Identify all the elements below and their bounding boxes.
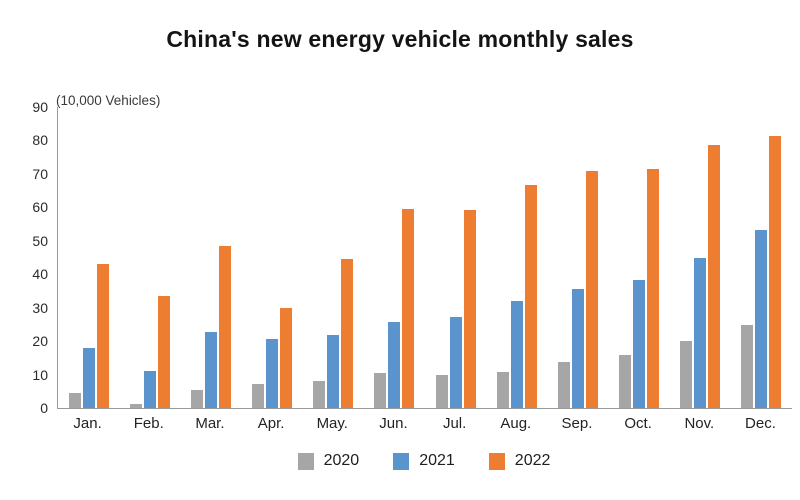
bar-group-feb: [119, 107, 180, 408]
x-tick-label-mar: Mar.: [195, 415, 225, 432]
y-tick-label-40: 40: [32, 266, 48, 283]
bar-2020-nov: [680, 341, 693, 408]
bar-2022-jul: [463, 209, 476, 408]
bar-group-jul: [425, 107, 486, 408]
y-tick-label-50: 50: [32, 232, 48, 249]
x-tick-label-dec: Dec.: [745, 415, 776, 432]
bar-2020-dec: [741, 325, 754, 408]
bar-2021-aug: [510, 300, 523, 408]
legend-swatch-2022: [488, 452, 505, 470]
bar-2021-mar: [204, 332, 217, 408]
y-tick-label-10: 10: [32, 366, 48, 383]
bar-2021-jul: [449, 317, 462, 408]
bar-group-apr: [242, 107, 303, 408]
bar-2021-jun: [388, 322, 401, 408]
legend-swatch-2021: [393, 452, 410, 470]
bar-2022-oct: [647, 169, 660, 408]
bar-2022-jan: [96, 263, 109, 408]
bar-2022-dec: [769, 135, 782, 408]
bar-2022-aug: [524, 185, 537, 408]
bar-2021-nov: [694, 257, 707, 408]
x-tick-label-sep: Sep.: [561, 415, 593, 432]
x-tick-label-jul: Jul.: [442, 415, 467, 432]
x-tick-label-jan: Jan.: [73, 415, 102, 432]
bar-group-nov: [670, 107, 731, 408]
y-tick-label-20: 20: [32, 333, 48, 350]
legend: 2020 2021 2022: [57, 452, 791, 470]
bar-2021-sep: [571, 288, 584, 408]
bar-group-sep: [547, 107, 608, 408]
bar-2021-apr: [266, 339, 279, 408]
bar-2020-jul: [435, 375, 448, 408]
plot-area: [57, 107, 792, 409]
bar-2021-jan: [82, 348, 95, 408]
bar-group-jan: [58, 107, 119, 408]
x-tick-label-aug: Aug.: [500, 415, 532, 432]
x-tick-label-apr: Apr.: [257, 415, 285, 432]
bar-2021-dec: [755, 230, 768, 408]
x-tick-label-feb: Feb.: [133, 415, 164, 432]
y-tick-label-80: 80: [32, 132, 48, 149]
legend-item-2022: 2022: [488, 452, 551, 470]
x-tick-label-jun: Jun.: [379, 415, 408, 432]
bar-2020-sep: [557, 361, 570, 408]
bar-group-dec: [731, 107, 792, 408]
bar-2022-mar: [218, 246, 231, 408]
y-axis-unit-label: (10,000 Vehicles): [56, 93, 161, 108]
y-tick-label-30: 30: [32, 299, 48, 316]
bar-2020-apr: [252, 383, 265, 408]
chart-title: China's new energy vehicle monthly sales: [166, 26, 634, 52]
legend-label-2021: 2021: [419, 452, 455, 469]
bar-2022-jun: [402, 208, 415, 408]
legend-swatch-2020: [297, 452, 314, 470]
y-tick-label-0: 0: [40, 400, 48, 416]
bar-2022-nov: [708, 145, 721, 408]
bar-group-jun: [364, 107, 425, 408]
bar-2020-jan: [68, 393, 81, 408]
bar-2020-oct: [619, 354, 632, 408]
bar-2021-feb: [143, 371, 156, 408]
bar-2022-sep: [585, 171, 598, 408]
bar-group-may: [303, 107, 364, 408]
y-tick-label-70: 70: [32, 165, 48, 182]
bar-2022-feb: [157, 296, 170, 408]
bar-2021-oct: [633, 279, 646, 408]
bar-2022-may: [341, 258, 354, 408]
bar-group-oct: [609, 107, 670, 408]
bar-2020-jun: [374, 373, 387, 408]
bar-2020-aug: [496, 371, 509, 408]
bar-2021-may: [327, 335, 340, 408]
x-tick-label-nov: Nov.: [684, 415, 715, 432]
legend-item-2020: 2020: [297, 452, 360, 470]
bar-group-mar: [180, 107, 241, 408]
y-tick-label-90: 90: [32, 99, 48, 115]
x-tick-label-may: May.: [316, 415, 348, 432]
legend-item-2021: 2021: [393, 452, 455, 470]
bar-2022-apr: [280, 308, 293, 408]
bar-2020-feb: [129, 403, 142, 408]
bar-2020-may: [313, 380, 326, 408]
legend-label-2020: 2020: [323, 452, 360, 469]
bar-2020-mar: [190, 390, 203, 408]
x-tick-label-oct: Oct.: [624, 415, 652, 432]
x-axis-labels: Jan. Feb. Mar. Apr. May. Jun. Jul. Aug. Sep. Oct.…: [57, 415, 791, 432]
bar-group-aug: [486, 107, 547, 408]
y-tick-label-60: 60: [32, 199, 48, 216]
legend-label-2022: 2022: [514, 452, 551, 469]
